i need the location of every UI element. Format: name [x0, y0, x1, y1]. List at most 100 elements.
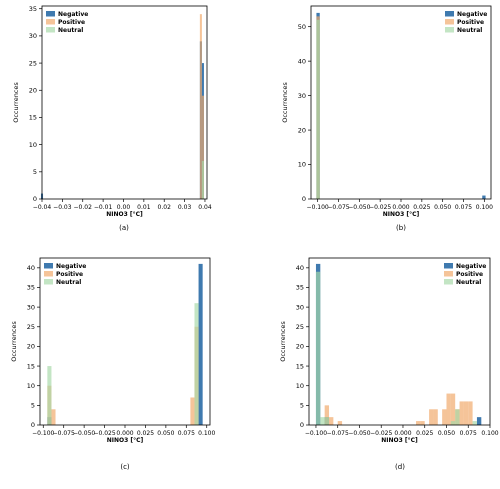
bar-positive-9: [450, 393, 456, 425]
x-tick-label: 0.100: [481, 430, 498, 437]
chart-panel-3: −0.100−0.075−0.050−0.025 0.000 0.025 0.050 0…: [10, 257, 215, 471]
x-axis-label: NINO3 [°C]: [381, 437, 418, 444]
y-tick-label: 15: [296, 362, 304, 370]
bar-neutral-4: [455, 409, 460, 425]
y-tick-label: 20: [29, 86, 37, 94]
x-tick-label: 0.050: [438, 430, 455, 437]
x-tick-label: 0.100: [198, 430, 215, 437]
bar-positive-12: [463, 401, 469, 425]
x-tick-label: −0.050: [73, 430, 95, 437]
chart-panel-4: −0.100 −0.075 −0.050 −0.025 0.000 0.025 0.050 0…: [279, 257, 499, 471]
y-tick-label: 0: [33, 195, 37, 203]
panel-caption: (d): [395, 463, 405, 471]
bar-positive-0: [199, 14, 202, 200]
plot-frame: [310, 5, 492, 200]
legend-label-neutral: Neutral: [56, 279, 81, 286]
y-tick-label: 10: [298, 161, 306, 169]
chart-panel-2: −0.100−0.075−0.050−0.025 0.000 0.025 0.050 0…: [281, 5, 493, 232]
y-axis-label: Occurrences: [279, 321, 287, 362]
bar-positive-7: [442, 409, 447, 425]
y-tick-label: 50: [298, 23, 306, 31]
x-tick-label: 0.02: [158, 204, 172, 211]
legend-label-neutral: Neutral: [457, 27, 482, 34]
y-tick-label: 40: [296, 264, 304, 272]
x-tick-label: 0.00: [117, 204, 131, 211]
bar-positive-1: [51, 409, 56, 425]
x-tick-label: 0.100: [476, 204, 493, 211]
x-tick-label: 0.075: [460, 430, 477, 437]
x-tick-label: 0.01: [137, 204, 151, 211]
x-axis-label: NINO3 [°C]: [107, 437, 144, 444]
x-tick-label: −0.100: [307, 204, 329, 211]
x-tick-label: −0.075: [53, 430, 75, 437]
y-tick-label: 10: [296, 382, 304, 390]
legend-swatch-negative: [445, 11, 454, 17]
y-tick-label: 5: [300, 402, 304, 410]
x-tick-label: −0.100: [32, 430, 54, 437]
y-tick-label: 10: [27, 382, 35, 390]
y-axis-label: Occurrences: [10, 321, 18, 362]
y-tick-label: 10: [29, 141, 37, 149]
bar-positive-8: [446, 393, 451, 425]
chart-panel-1: −0.04 −0.03 −0.02 −0.01 0.00 0.01 0.02 0.03 0.04…: [12, 5, 212, 232]
legend-label-negative: Negative: [58, 11, 88, 18]
legend-label-positive: Positive: [58, 19, 85, 26]
legend-swatch-negative: [46, 11, 55, 17]
bar-positive-4: [420, 421, 425, 425]
x-axis-label: NINO3 [°C]: [106, 211, 143, 218]
x-axis-label: NINO3 [°C]: [383, 211, 420, 218]
legend-swatch-neutral: [46, 27, 55, 33]
y-tick-label: 20: [298, 126, 306, 134]
y-axis-label: Occurrences: [12, 82, 20, 123]
y-tick-label: 0: [300, 421, 304, 429]
y-tick-label: 20: [296, 343, 304, 351]
x-tick-label: −0.01: [94, 204, 113, 211]
x-tick-label: −0.025: [369, 204, 391, 211]
x-tick-label: −0.025: [93, 430, 115, 437]
plot-frame: [41, 5, 208, 200]
x-tick-label: 0.075: [455, 204, 472, 211]
x-tick-label: 0.050: [157, 430, 174, 437]
bar-neutral-3: [450, 421, 456, 425]
legend-label-negative: Negative: [56, 263, 86, 270]
bar-positive-3: [416, 421, 421, 425]
x-tick-label: 0.000: [392, 204, 409, 211]
x-tick-label: −0.050: [348, 430, 370, 437]
y-tick-label: 25: [29, 59, 37, 67]
x-tick-label: 0.050: [434, 204, 451, 211]
x-tick-label: 0.025: [416, 430, 433, 437]
legend-swatch-positive: [444, 271, 453, 277]
plot-frame: [308, 257, 491, 426]
x-tick-label: 0.03: [178, 204, 192, 211]
x-tick-label: 0.04: [198, 204, 212, 211]
x-tick-label: −0.075: [327, 430, 349, 437]
x-tick-label: −0.03: [53, 204, 72, 211]
y-tick-label: 30: [29, 32, 37, 40]
bar-negative-1: [482, 195, 486, 199]
bar-positive-1: [201, 95, 204, 199]
legend-label-positive: Positive: [56, 271, 83, 278]
bar-negative-1: [198, 263, 203, 425]
bar-positive-1: [329, 417, 334, 425]
bar-positive-6: [433, 409, 438, 425]
x-tick-label: 0.000: [116, 430, 133, 437]
bar-neutral-2: [324, 417, 330, 425]
y-tick-label: 0: [302, 195, 306, 203]
y-tick-label: 30: [298, 92, 306, 100]
legend-label-neutral: Neutral: [58, 27, 83, 34]
y-tick-label: 15: [27, 362, 35, 370]
bar-neutral-5: [472, 421, 477, 425]
bar-neutral-1: [320, 417, 325, 425]
y-tick-label: 35: [27, 284, 35, 292]
bar-positive-13: [468, 401, 473, 425]
x-tick-label: −0.02: [74, 204, 93, 211]
y-tick-label: 35: [296, 284, 304, 292]
panel-caption: (b): [396, 224, 406, 232]
bar-positive-5: [429, 409, 434, 425]
panel-caption: (c): [120, 463, 130, 471]
legend-label-positive: Positive: [457, 19, 484, 26]
x-tick-label: 0.025: [413, 204, 430, 211]
legend-label-positive: Positive: [456, 271, 483, 278]
